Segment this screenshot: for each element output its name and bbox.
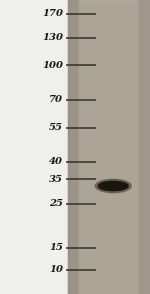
- Text: 55: 55: [49, 123, 63, 133]
- Text: 130: 130: [42, 34, 63, 43]
- Bar: [0, 0, 68, 294]
- Bar: [78, 0, 138, 294]
- Text: 25: 25: [49, 200, 63, 208]
- Text: 40: 40: [49, 158, 63, 166]
- Text: 15: 15: [49, 243, 63, 253]
- Text: 70: 70: [49, 96, 63, 104]
- Bar: [68, 0, 150, 294]
- Text: 35: 35: [49, 175, 63, 183]
- Text: 100: 100: [42, 61, 63, 69]
- Ellipse shape: [98, 181, 128, 191]
- Text: 10: 10: [49, 265, 63, 275]
- Bar: [68, 0, 78, 294]
- Text: 170: 170: [42, 9, 63, 19]
- Bar: [138, 0, 150, 294]
- Ellipse shape: [95, 179, 131, 193]
